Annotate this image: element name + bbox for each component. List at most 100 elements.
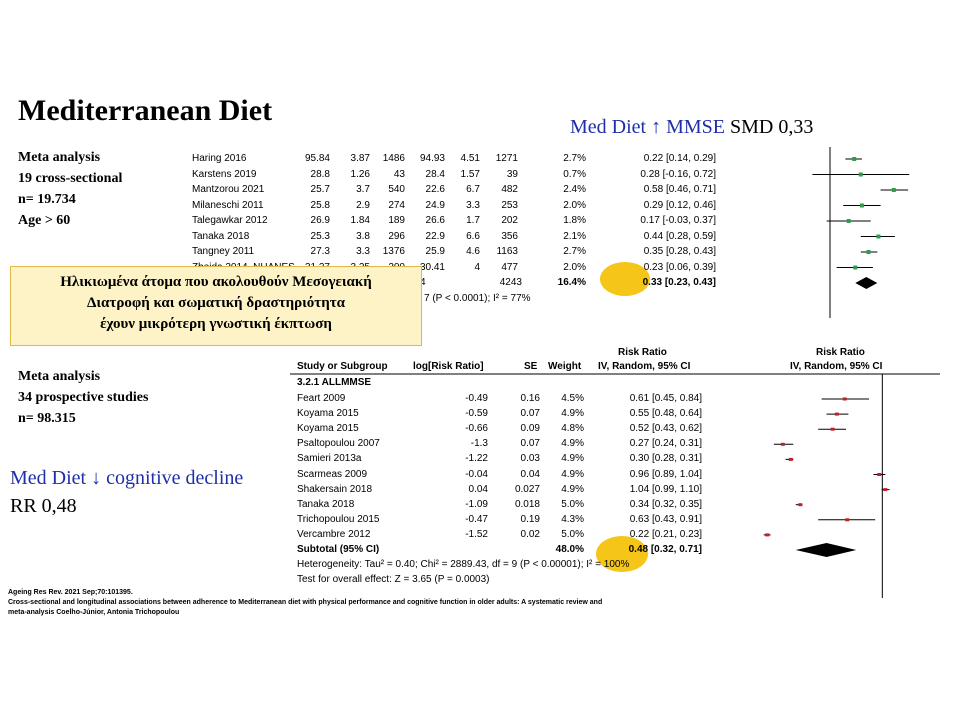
study-value: 4.6: [466, 246, 480, 257]
highlight-smd: [600, 262, 650, 296]
study-name: Karstens 2019: [192, 168, 257, 180]
slide-title: Mediterranean Diet: [18, 94, 273, 127]
study-ci-text: 0.28 [-0.16, 0.72]: [640, 168, 716, 180]
study-ci-text: 0.58 [0.46, 0.71]: [643, 184, 716, 195]
point-estimate: [883, 488, 888, 492]
study-value: 1.57: [460, 168, 480, 180]
subtotal-weight: 16.4%: [557, 277, 586, 288]
study-weight: 2.1%: [563, 230, 586, 242]
study-se: 0.09: [520, 423, 540, 435]
study-value: 26.9: [310, 215, 330, 226]
study-se: 0.018: [514, 498, 540, 510]
med-diet-mmse-summary: Med Diet ↑ MMSE SMD 0,33: [570, 116, 813, 139]
study-ci-text: 0.29 [0.12, 0.46]: [643, 199, 716, 211]
subtotal-weight: 48.0%: [555, 544, 584, 555]
study-value: 356: [501, 230, 518, 242]
study-weight: 4.9%: [561, 453, 584, 465]
info2-line: Meta analysis: [18, 369, 101, 384]
info1-line: Age > 60: [18, 213, 71, 228]
study-ci-text: 0.44 [0.28, 0.59]: [643, 230, 716, 242]
study-value: 1376: [382, 246, 405, 257]
study-value: 22.6: [425, 184, 445, 195]
study-value: 189: [388, 215, 405, 226]
med-diet-decline-label: Med Diet ↓ cognitive decline: [10, 467, 244, 489]
study-se: 0.19: [520, 513, 540, 525]
point-estimate: [845, 518, 850, 522]
study-value: 6.6: [466, 230, 480, 242]
subgroup-label: 3.2.1 ALLMMSE: [297, 377, 372, 388]
greek-line: Διατροφή και σωματική δραστηριότητα: [87, 295, 345, 311]
header-risk-ratio: Risk Ratio: [618, 347, 667, 358]
overall-effect-text: Test for overall effect: Z = 3.65 (P = 0…: [297, 574, 490, 586]
highlight-rr: [596, 536, 648, 572]
point-estimate: [852, 157, 857, 161]
study-name: Psaltopoulou 2007: [297, 438, 380, 450]
header-plot-risk-ratio: Risk Ratio: [816, 347, 865, 358]
study-log-rr: -0.49: [465, 393, 488, 404]
greek-line: έχουν μικρότερη γνωστική έκπτωση: [100, 316, 332, 332]
point-estimate: [780, 442, 785, 446]
study-value: 1486: [382, 153, 405, 164]
study-value: 94.93: [419, 153, 445, 164]
study-value: 30.41: [419, 261, 445, 273]
study-se: 0.04: [520, 468, 540, 480]
study-log-rr: -0.04: [465, 468, 488, 480]
point-estimate: [842, 397, 847, 401]
point-estimate: [834, 412, 839, 416]
citation-line: Ageing Res Rev. 2021 Sep;70:101395.: [8, 589, 133, 596]
study-log-rr: -1.22: [465, 453, 488, 465]
study-value: 28.8: [310, 168, 330, 180]
study-name: Milaneschi 2011: [192, 199, 264, 211]
point-estimate: [853, 265, 858, 270]
study-se: 0.07: [520, 408, 540, 420]
point-estimate: [891, 188, 896, 192]
subtotal-n: 4243: [499, 277, 522, 288]
study-ci-text: 0.27 [0.24, 0.31]: [629, 438, 702, 450]
study-ci-text: 0.35 [0.28, 0.43]: [643, 246, 716, 257]
subtotal-label: Subtotal (95% CI): [297, 544, 380, 555]
study-ci-text: 0.22 [0.21, 0.23]: [629, 528, 702, 540]
study-weight: 2.7%: [563, 153, 586, 164]
study-value: 1.7: [466, 215, 480, 226]
point-estimate: [830, 427, 835, 431]
study-ci-text: 0.96 [0.89, 1.04]: [629, 468, 702, 480]
study-value: 43: [393, 168, 405, 180]
study-log-rr: -0.66: [465, 423, 488, 435]
heterogeneity-text: Heterogeneity: Tau² = 0.40; Chi² = 2889.…: [297, 559, 630, 571]
study-ci-text: 0.55 [0.48, 0.64]: [629, 408, 702, 420]
med-diet-decline-summary: Med Diet ↓ cognitive decline RR 0,48: [10, 464, 243, 520]
study-weight: 2.0%: [563, 199, 586, 211]
study-se: 0.16: [520, 393, 540, 404]
study-name: Koyama 2015: [297, 423, 359, 435]
point-estimate: [877, 473, 882, 476]
study-se: 0.02: [520, 528, 540, 540]
med-diet-mmse-label: Med Diet ↑ MMSE: [570, 116, 725, 138]
study-value: 1.84: [350, 215, 370, 226]
study-value: 4: [474, 261, 480, 273]
study-ci-text: 1.04 [0.99, 1.10]: [629, 483, 702, 495]
study-weight: 4.5%: [561, 393, 584, 404]
point-estimate: [876, 234, 881, 239]
study-se: 0.03: [520, 453, 540, 465]
study-value: 27.3: [310, 246, 330, 257]
study-value: 28.4: [425, 168, 445, 180]
study-value: 25.9: [425, 246, 445, 257]
study-value: 6.7: [466, 184, 480, 195]
study-value: 1271: [495, 153, 518, 164]
meta-analysis-info-1: Meta analysis 19 cross-sectional n= 19.7…: [18, 147, 122, 231]
header-method: IV, Random, 95% CI: [598, 361, 691, 372]
study-se: 0.07: [520, 438, 540, 450]
study-value: 39: [506, 168, 518, 180]
point-estimate: [765, 533, 770, 537]
study-value: 1.26: [350, 168, 370, 180]
study-log-rr: -1.3: [470, 438, 488, 450]
study-log-rr: -1.09: [465, 498, 488, 510]
study-weight: 4.9%: [561, 438, 584, 450]
subtotal-ci-text: 0.48 [0.32, 0.71]: [628, 544, 702, 555]
study-weight: 4.9%: [561, 408, 584, 420]
meta-analysis-info-2: Meta analysis 34 prospective studies n= …: [18, 366, 148, 429]
study-se: 0.027: [514, 483, 540, 495]
study-ci-text: 0.22 [0.14, 0.29]: [643, 153, 716, 164]
header-se: SE: [524, 361, 538, 372]
info1-line: n= 19.734: [18, 192, 76, 207]
